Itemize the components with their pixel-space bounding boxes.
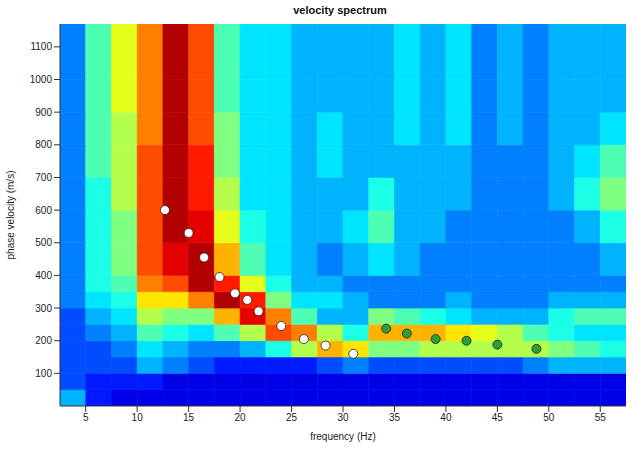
svg-text:1100: 1100 <box>30 41 52 52</box>
svg-text:10: 10 <box>132 412 144 423</box>
svg-text:15: 15 <box>183 412 195 423</box>
svg-text:200: 200 <box>35 335 52 346</box>
svg-text:45: 45 <box>492 412 504 423</box>
svg-text:5: 5 <box>83 412 89 423</box>
svg-text:40: 40 <box>440 412 452 423</box>
svg-text:600: 600 <box>35 205 52 216</box>
svg-text:300: 300 <box>35 303 52 314</box>
svg-text:500: 500 <box>35 237 52 248</box>
svg-text:900: 900 <box>35 107 52 118</box>
svg-text:phase velocity (m/s): phase velocity (m/s) <box>5 171 16 260</box>
svg-text:700: 700 <box>35 172 52 183</box>
svg-text:1000: 1000 <box>30 74 53 85</box>
svg-text:30: 30 <box>337 412 349 423</box>
svg-text:25: 25 <box>286 412 298 423</box>
svg-text:35: 35 <box>389 412 401 423</box>
svg-text:50: 50 <box>543 412 555 423</box>
svg-text:100: 100 <box>35 368 52 379</box>
svg-text:400: 400 <box>35 270 52 281</box>
svg-text:frequency (Hz): frequency (Hz) <box>310 431 376 442</box>
svg-text:55: 55 <box>595 412 607 423</box>
html-text:velocity spectrum: velocity spectrum <box>293 4 387 16</box>
svg-text:800: 800 <box>35 139 52 150</box>
svg-text:20: 20 <box>235 412 247 423</box>
